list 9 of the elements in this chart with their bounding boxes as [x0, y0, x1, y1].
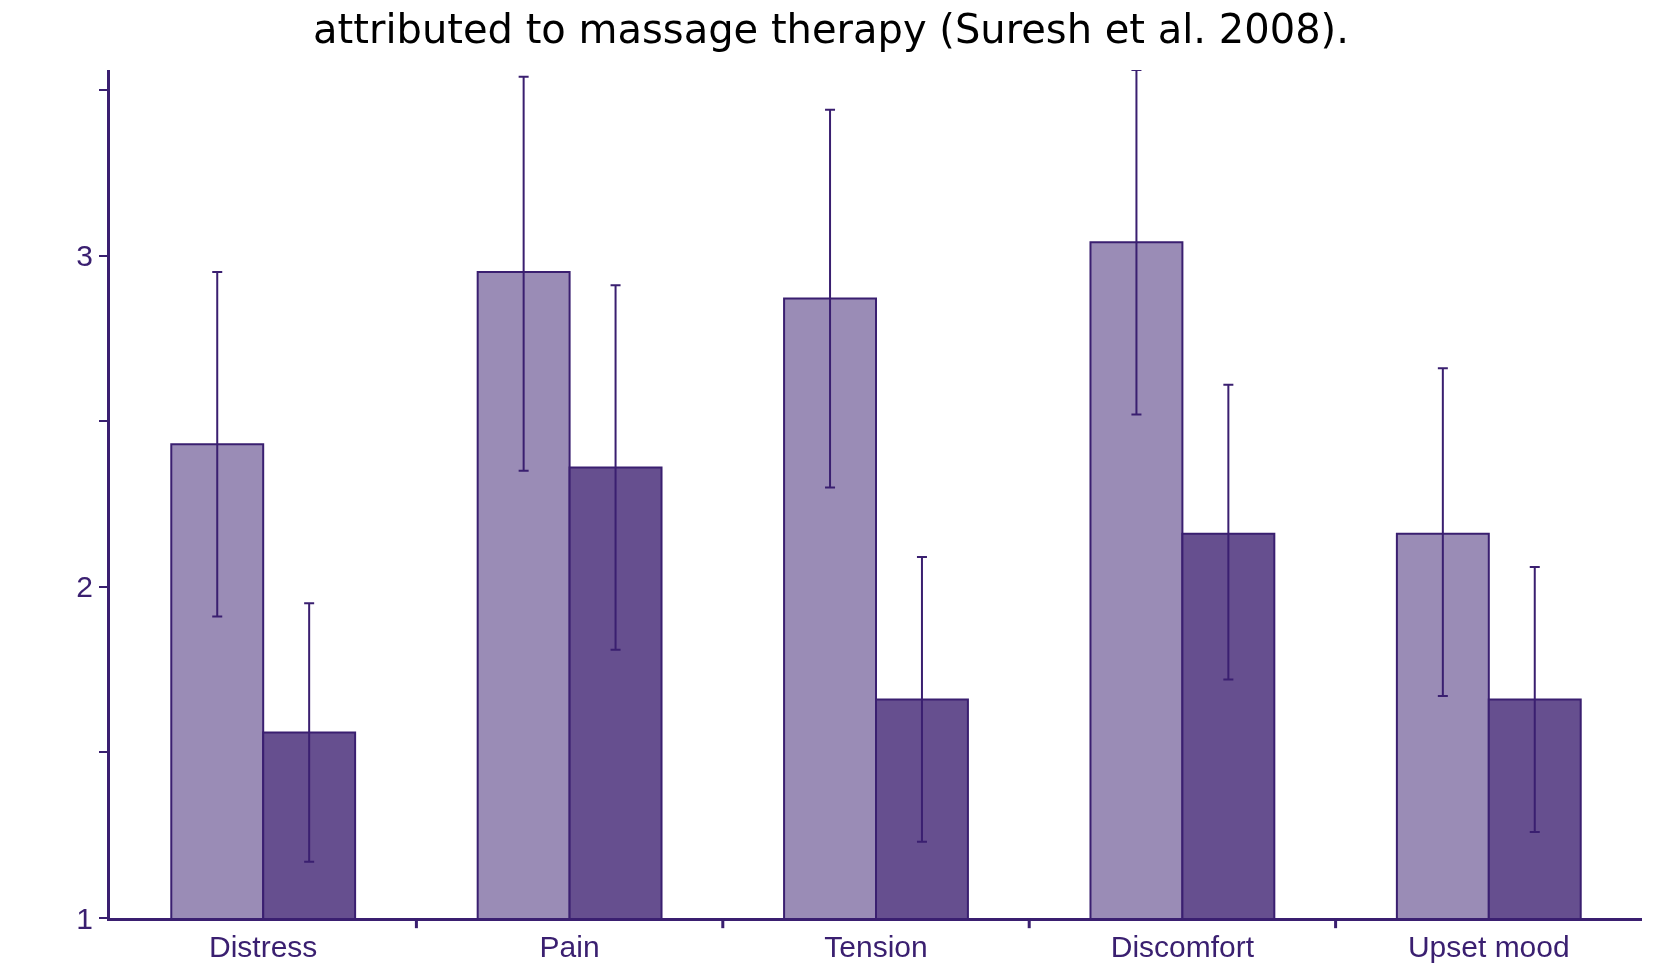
y-tick-label: 2: [76, 570, 93, 604]
x-tick-label: Tension: [824, 930, 928, 963]
y-tick-label: 1: [76, 901, 93, 935]
x-tick-label: Pain: [539, 930, 600, 963]
y-tick-label: 3: [76, 239, 93, 272]
chart-title: attributed to massage therapy (Suresh et al. 2008).: [313, 5, 1349, 52]
x-tick-label: Distress: [209, 930, 318, 963]
x-tick-label: Upset mood: [1407, 930, 1570, 963]
x-tick-label: Discomfort: [1110, 930, 1255, 963]
